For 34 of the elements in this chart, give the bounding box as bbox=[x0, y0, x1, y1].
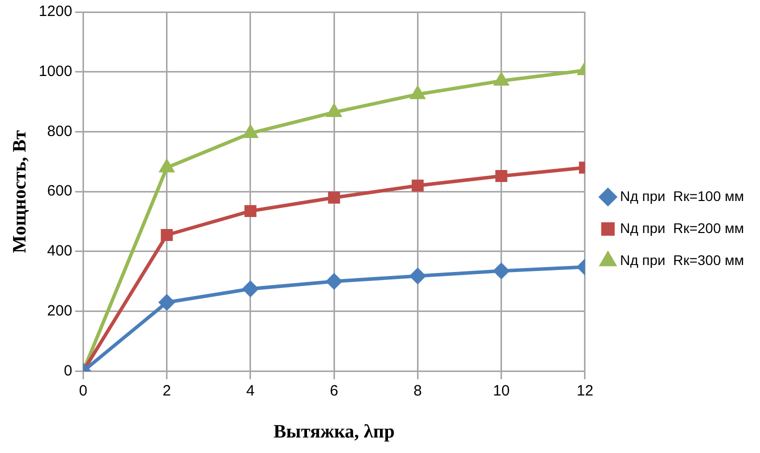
point bbox=[160, 229, 173, 241]
y-tick-label: 800 bbox=[47, 122, 72, 140]
y-tick-label: 600 bbox=[47, 182, 72, 200]
y-tick-label: 200 bbox=[47, 302, 72, 320]
x-tick-label: 12 bbox=[576, 382, 594, 400]
y-tick-label: 1000 bbox=[38, 63, 72, 80]
x-tick-label: 6 bbox=[330, 382, 338, 400]
point bbox=[328, 192, 340, 204]
y-axis-title: Мощность, Вт bbox=[9, 129, 30, 254]
point bbox=[326, 274, 342, 290]
point bbox=[243, 125, 258, 138]
legend-label: Nд при Rк=300 мм bbox=[620, 252, 744, 268]
x-tick-label: 4 bbox=[246, 382, 255, 400]
y-tick-label: 400 bbox=[47, 242, 72, 260]
x-tick-label: 2 bbox=[162, 382, 171, 400]
legend-label: Nд при Rк=200 мм bbox=[620, 220, 744, 236]
y-tick-label: 1200 bbox=[38, 3, 72, 20]
x-tick-label: 0 bbox=[78, 382, 88, 400]
legend-label: Nд при Rк=100 мм bbox=[620, 188, 744, 204]
point bbox=[410, 268, 426, 284]
x-axis-title: Вытяжка, λпр bbox=[273, 422, 395, 443]
point bbox=[327, 104, 342, 118]
point bbox=[244, 205, 256, 218]
point bbox=[495, 170, 508, 182]
y-tick-label: 0 bbox=[64, 362, 72, 380]
point bbox=[412, 180, 424, 192]
point bbox=[494, 73, 508, 86]
point bbox=[160, 160, 174, 172]
x-tick-label: 8 bbox=[414, 382, 422, 400]
point bbox=[242, 281, 258, 297]
x-tick-label: 10 bbox=[492, 382, 510, 400]
point bbox=[159, 294, 175, 310]
point bbox=[494, 263, 510, 279]
point bbox=[410, 86, 425, 100]
